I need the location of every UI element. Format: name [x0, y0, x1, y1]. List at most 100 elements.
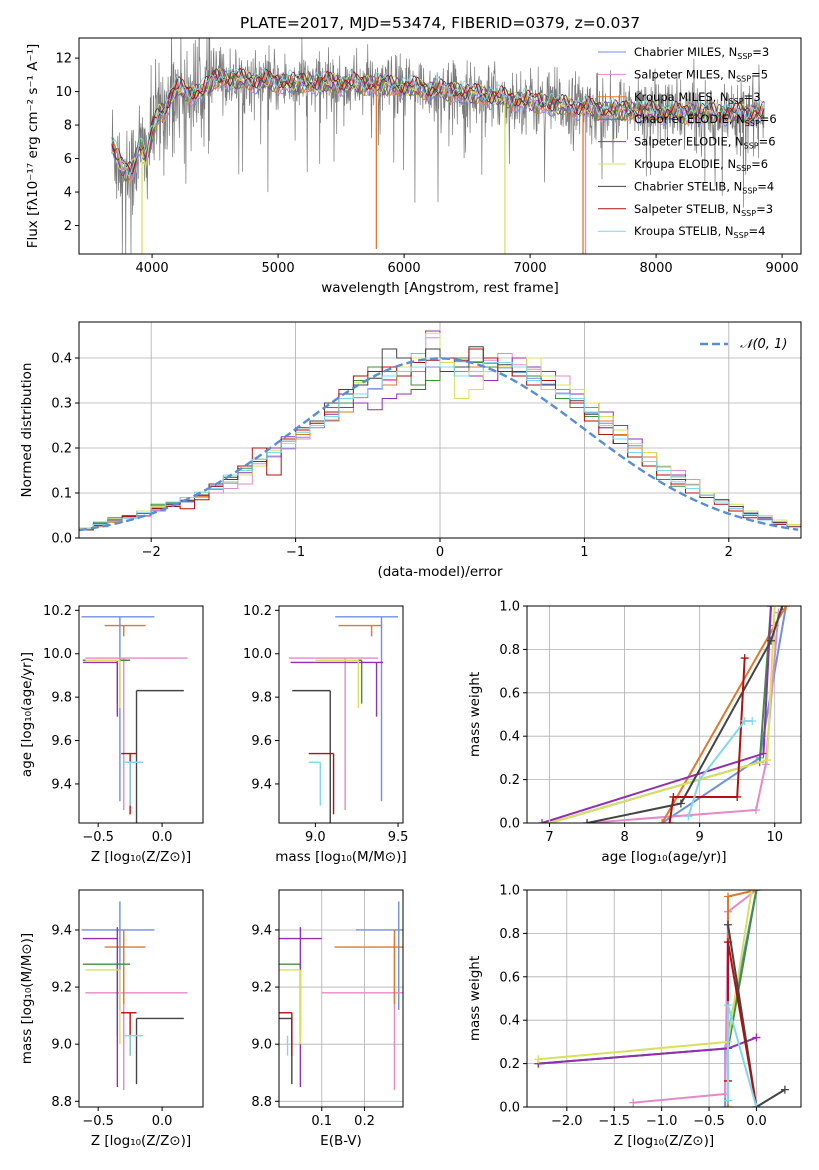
y-tick-label: 9.2 — [251, 981, 272, 996]
axes-frame — [78, 605, 204, 824]
panel-residuals: −2 −1 0 1 2 0.0 0.1 0.2 0.3 0.4 (data-model)/error… — [19, 321, 802, 580]
legend-model: Chabrier STELIB — [634, 179, 726, 193]
axes-frame-residuals: −2 −1 0 1 2 0.0 0.1 0.2 0.3 0.4 (data-model)/error… — [19, 321, 802, 580]
y-tick-label: 0.2 — [499, 1057, 520, 1072]
cumulative-weight-marker — [733, 792, 742, 801]
axes-frame-age-vs-Z: −0.5 0.0 9.4 9.6 9.8 10.0 10.2 Z [log₁₀(Z/Z⊙)] a… — [19, 604, 204, 865]
y-tick-label: 0.0 — [499, 817, 520, 832]
x-axis-label: mass [log₁₀(M/M⊙)] — [275, 849, 406, 865]
legend-subscript: SSP — [736, 164, 751, 173]
axes-frame-mass-vs-Z: −0.5 0.0 8.8 9.0 9.2 9.4 Z [log₁₀(Z/Z⊙)] mass [… — [19, 889, 204, 1149]
y-tick-label: 0.4 — [51, 352, 72, 367]
legend-model: Salpeter STELIB — [634, 202, 725, 216]
x-tick-label: 9000 — [766, 261, 799, 276]
plot-area-age-vs-Z — [81, 616, 188, 823]
x-tick-label: 0.1 — [311, 1114, 332, 1129]
y-tick-label: 0.3 — [51, 397, 72, 412]
x-tick-label: 1 — [580, 545, 588, 560]
y-tick-label: 8 — [64, 119, 72, 134]
plot-area-age-vs-mass — [288, 616, 399, 823]
residual-histogram — [79, 357, 801, 538]
cumulative-weight-marker — [752, 890, 761, 894]
cumulative-weight-marker — [684, 812, 693, 821]
cumulative-weight-marker — [723, 1096, 732, 1105]
y-axis-label: Flux [fλ10⁻¹⁷ erg cm⁻² s⁻¹ A⁻¹] — [25, 44, 41, 249]
panel-age-vs-mass: 9.0 9.5 9.4 9.6 9.8 10.0 10.2 mass [log₁₀(M/M⊙)… — [243, 604, 408, 865]
x-tick-label: 0.0 — [152, 830, 173, 845]
x-tick-label: 2 — [725, 545, 733, 560]
plot-area-mass-vs-Z — [81, 901, 188, 1090]
x-tick-label: 5000 — [262, 261, 295, 276]
model-spectrum-line — [111, 73, 765, 183]
legend-eq: = — [751, 157, 761, 171]
y-tick-label: 0.2 — [51, 442, 72, 457]
cumulative-weight-line — [727, 924, 786, 1107]
cumulative-weight-marker — [747, 890, 756, 894]
cumulative-weight-marker — [751, 805, 760, 814]
legend-subscript: SSP — [729, 97, 744, 106]
legend-entry: Kroupa ELODIE, NSSP=6 — [634, 157, 768, 173]
y-axis-label: mass weight — [467, 672, 483, 757]
y-tick-label: 8.8 — [251, 1095, 272, 1110]
axes-frame — [526, 889, 802, 1108]
legend-nssp-value: 6 — [761, 157, 768, 171]
model-spectrum-line — [111, 68, 765, 170]
legend-subscript: SSP — [745, 119, 760, 128]
legend-eq: = — [749, 224, 759, 238]
panel-mass-vs-Z: −0.5 0.0 8.8 9.0 9.2 9.4 Z [log₁₀(Z/Z⊙)] mass [… — [19, 889, 204, 1149]
legend-eq: = — [757, 179, 767, 193]
legend-subscript: SSP — [742, 186, 757, 195]
model-spectrum-line — [111, 67, 765, 175]
y-tick-label: 10.0 — [243, 647, 272, 662]
cumulative-weight-marker — [723, 938, 732, 947]
legend-subscript: SSP — [741, 209, 756, 218]
x-tick-label: 9.5 — [388, 830, 409, 845]
axes-frame-mass-weight-vs-age: 7 8 9 10 0.0 0.2 0.4 0.6 0.8 1.0 age [log₁₀(age/yr… — [467, 600, 802, 865]
y-tick-label: 2 — [64, 219, 72, 234]
x-tick-label: −0.5 — [82, 1114, 114, 1129]
normal-distribution-curve — [79, 357, 799, 532]
y-tick-label: 9.8 — [51, 691, 72, 706]
legend-subscript: SSP — [734, 231, 749, 240]
y-tick-label: 9.4 — [251, 923, 272, 938]
x-axis-label: age [log₁₀(age/yr)] — [601, 849, 726, 865]
cumulative-weight-marker — [723, 892, 732, 901]
y-tick-label: 9.0 — [251, 1038, 272, 1053]
legend-model: Kroupa ELODIE — [634, 157, 720, 171]
cumulative-weight-marker — [759, 749, 768, 758]
y-tick-label: 0.8 — [499, 643, 520, 658]
x-tick-label: 0 — [436, 545, 444, 560]
cumulative-weight-line — [633, 890, 758, 1104]
axes-frame — [278, 605, 404, 824]
legend-n: , N — [725, 202, 741, 216]
legend-subscript: SSP — [737, 52, 752, 61]
legend-n: , N — [729, 112, 745, 126]
cumulative-weight-marker — [778, 606, 787, 610]
y-axis-label: mass weight — [467, 956, 483, 1041]
y-tick-label: 10.2 — [43, 604, 72, 619]
cumulative-weight-marker — [752, 1033, 761, 1042]
y-tick-label: 8.8 — [51, 1095, 72, 1110]
legend-entry: Salpeter STELIB, NSSP=3 — [634, 202, 773, 218]
x-axis-label: Z [log₁₀(Z/Z⊙)] — [91, 1133, 191, 1149]
cumulative-weight-marker — [766, 606, 775, 610]
y-axis-label: age [log₁₀(age/yr)] — [19, 652, 35, 777]
legend-eq: = — [759, 135, 769, 149]
legend-eq: = — [760, 112, 770, 126]
x-axis-label: (data-model)/error — [377, 564, 503, 580]
legend-nssp-value: 5 — [761, 67, 768, 81]
legend-entry: Chabrier MILES, NSSP=3 — [634, 45, 769, 61]
y-tick-label: 0.4 — [499, 1014, 520, 1029]
cumulative-weight-marker — [676, 799, 685, 808]
y-axis-label: mass [log₁₀(M/M⊙)] — [19, 933, 35, 1064]
axes-frame-spectrum: 4000 5000 6000 7000 8000 9000 2 4 6 8 10 12 waveleng… — [25, 37, 802, 296]
x-tick-label: −0.5 — [693, 1114, 725, 1129]
y-tick-label: 10.2 — [243, 604, 272, 619]
legend-entry: Chabrier STELIB, NSSP=4 — [634, 179, 774, 195]
cumulative-weight-marker — [766, 636, 775, 645]
x-tick-label: 8 — [620, 830, 628, 845]
panel-mass-vs-ebv: 0.1 0.2 8.8 9.0 9.2 9.4 E(B-V) — [251, 889, 404, 1149]
legend-entry: Chabrier ELODIE, NSSP=6 — [634, 112, 777, 128]
charts-group: 4000 5000 6000 7000 8000 900024681012waveleng… — [19, 37, 802, 1149]
